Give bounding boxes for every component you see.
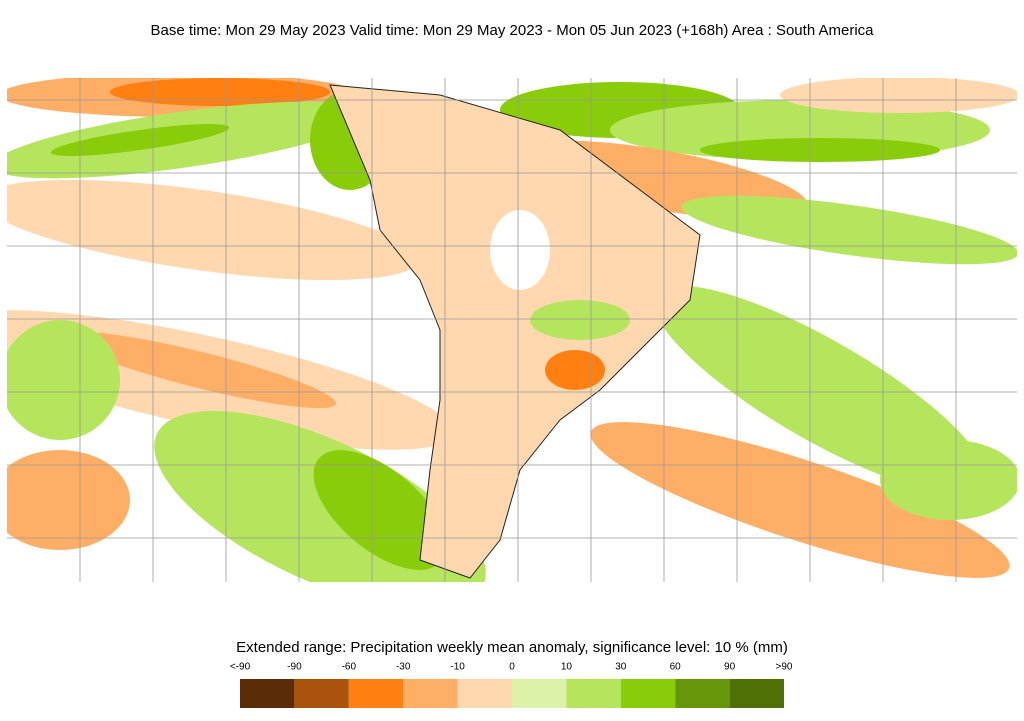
colorbar-label: -90 <box>287 662 302 673</box>
colorbar-box <box>566 679 621 708</box>
colorbar-box <box>512 679 567 708</box>
colorbar-label: 90 <box>724 662 736 673</box>
colorbar-label: 30 <box>615 662 627 673</box>
colorbar-label: -30 <box>396 662 411 673</box>
colorbar-box <box>620 679 676 708</box>
colorbar-box <box>240 679 295 708</box>
colorbar-label: <-90 <box>230 662 251 673</box>
map <box>7 78 1017 582</box>
colorbar: <-90 -90 -60 -30 -10 0 10 30 60 90 >90 <box>230 662 793 708</box>
colorbar-box <box>348 679 404 708</box>
colorbar-label: 60 <box>670 662 682 673</box>
colorbar-box <box>294 679 349 708</box>
colorbar-label: -10 <box>450 662 465 673</box>
colorbar-box <box>675 679 730 708</box>
legend-title: Extended range: Precipitation weekly mea… <box>236 639 788 656</box>
colorbar-box <box>457 679 512 708</box>
grid <box>7 78 1017 582</box>
colorbar-box <box>729 679 784 708</box>
colorbar-box <box>403 679 458 708</box>
colorbar-label: -60 <box>342 662 357 673</box>
title: Base time: Mon 29 May 2023 Valid time: M… <box>150 22 874 39</box>
colorbar-label: 0 <box>509 662 515 673</box>
colorbar-label: >90 <box>776 662 793 673</box>
anomaly-fields <box>7 78 1017 582</box>
colorbar-label: 10 <box>561 662 573 673</box>
